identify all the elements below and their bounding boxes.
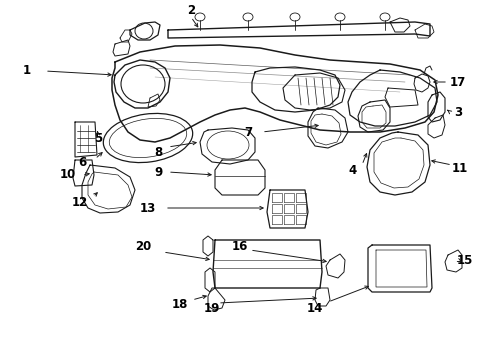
Text: 9: 9 xyxy=(154,166,162,179)
Text: 7: 7 xyxy=(244,126,252,139)
Text: 14: 14 xyxy=(307,302,323,315)
Text: 3: 3 xyxy=(454,105,462,118)
Text: 17: 17 xyxy=(450,76,466,89)
Text: 19: 19 xyxy=(204,302,220,315)
Text: 5: 5 xyxy=(94,131,102,144)
Text: 8: 8 xyxy=(154,145,162,158)
Text: 2: 2 xyxy=(187,4,195,18)
Text: 13: 13 xyxy=(140,202,156,215)
Text: 4: 4 xyxy=(349,163,357,176)
Text: 12: 12 xyxy=(72,195,88,208)
Text: 20: 20 xyxy=(135,239,151,252)
Text: 1: 1 xyxy=(23,64,31,77)
Text: 16: 16 xyxy=(232,239,248,252)
Text: 11: 11 xyxy=(452,162,468,175)
Text: 6: 6 xyxy=(78,156,86,168)
Text: 15: 15 xyxy=(457,253,473,266)
Text: 18: 18 xyxy=(172,297,188,310)
Text: 10: 10 xyxy=(60,168,76,181)
